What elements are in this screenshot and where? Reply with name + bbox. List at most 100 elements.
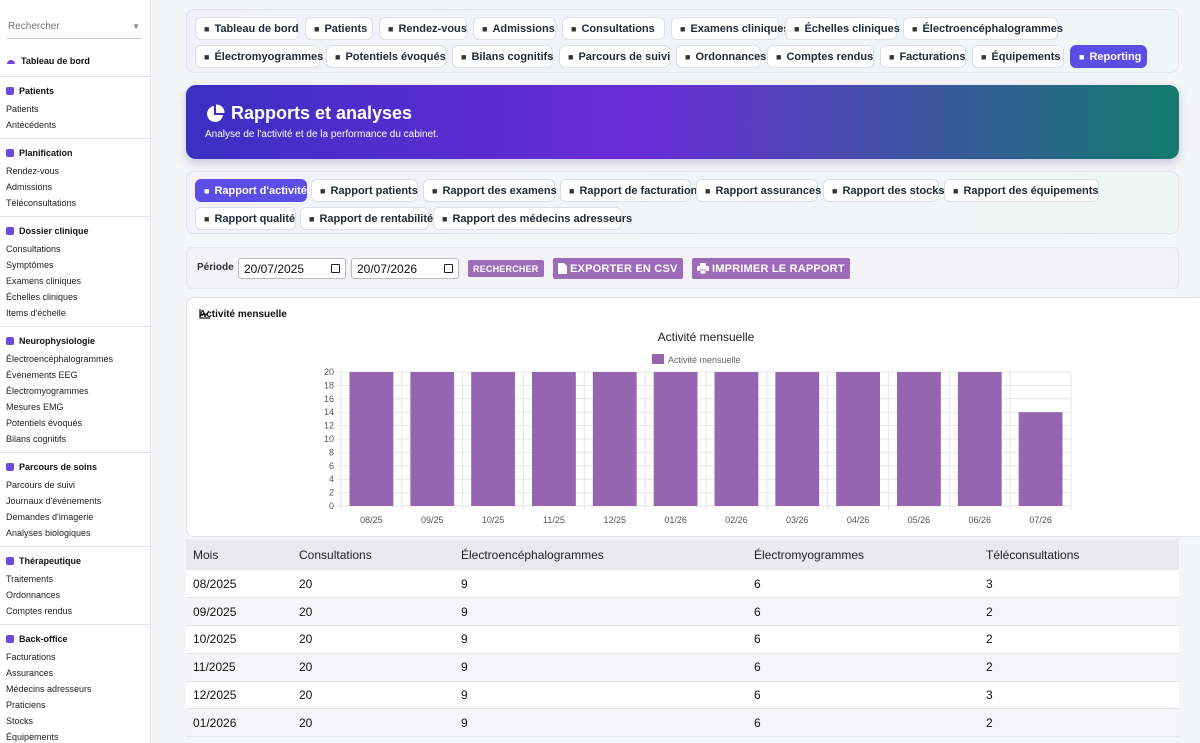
- sidebar-item[interactable]: Items d'échelle: [6, 308, 66, 318]
- sidebar-item[interactable]: Journaux d'événements: [6, 496, 102, 506]
- report-tab[interactable]: ■ Rapport patients: [311, 179, 418, 202]
- sidebar-item[interactable]: Symptômes: [6, 260, 54, 270]
- sidebar-item[interactable]: Électromyogrammes: [6, 386, 89, 396]
- calendar-icon[interactable]: [331, 264, 340, 273]
- sidebar-item[interactable]: Traitements: [6, 574, 54, 584]
- date-to-input[interactable]: 20/07/2026: [351, 258, 459, 279]
- search-input[interactable]: [8, 21, 118, 32]
- report-tab[interactable]: ■ Rapport des équipements: [944, 179, 1099, 202]
- sidebar-item[interactable]: Stocks: [6, 716, 34, 726]
- sidebar-item-label: Tableau de bord: [21, 56, 90, 66]
- x-tick-label: 01/26: [664, 515, 687, 525]
- nav-tab[interactable]: ■ Électroencéphalogrammes: [903, 17, 1063, 40]
- nav-tab[interactable]: ■ Examens cliniques: [671, 17, 789, 40]
- search-button[interactable]: RECHERCHER: [468, 260, 544, 277]
- nav-tab[interactable]: ■ Consultations: [562, 17, 665, 40]
- report-tab[interactable]: ■ Rapport des médecins adresseurs: [433, 207, 632, 230]
- nav-tab[interactable]: ■ Électromyogrammes: [195, 45, 323, 68]
- report-tab[interactable]: ■ Rapport des examens: [423, 179, 557, 202]
- bar: [471, 372, 515, 506]
- sidebar-item[interactable]: Échelles cliniques: [6, 292, 78, 302]
- sidebar-item[interactable]: Parcours de suivi: [6, 480, 76, 490]
- nav-tab[interactable]: ■ Échelles cliniques: [785, 17, 900, 40]
- table-cell: 12/2025: [186, 681, 292, 710]
- nav-tab[interactable]: ■ Patients: [305, 17, 373, 40]
- pulse-icon: [6, 337, 14, 345]
- nav-tab[interactable]: ■ Tableau de bord: [195, 17, 299, 40]
- sidebar-item[interactable]: Rendez-vous: [6, 166, 60, 176]
- period-filter: Période 20/07/2025 20/07/2026 RECHERCHER…: [186, 247, 1179, 289]
- sidebar-item[interactable]: Demandes d'imagerie: [6, 512, 94, 522]
- y-tick-label: 10: [324, 434, 334, 444]
- monthly-activity-card: Activité mensuelle Activité mensuelle Act…: [186, 297, 1200, 537]
- calendar-icon[interactable]: [444, 264, 453, 273]
- report-tab[interactable]: ■ Rapport de rentabilité: [300, 207, 433, 230]
- report-tab[interactable]: ■ Rapport d'activité: [195, 179, 307, 202]
- coins-icon: ■: [309, 213, 315, 224]
- nav-tab[interactable]: ■ Parcours de suivi: [559, 45, 670, 68]
- nav-tab-label: Électroencéphalogrammes: [922, 22, 1064, 35]
- sidebar-item[interactable]: Analyses biologiques: [6, 528, 91, 538]
- table-cell: 09/2025: [186, 597, 292, 627]
- report-tab[interactable]: ■ Rapport de facturation: [560, 179, 697, 202]
- table-cell: 6: [747, 681, 979, 710]
- table-cell: 3: [979, 570, 1179, 599]
- date-from-input[interactable]: 20/07/2025: [238, 258, 346, 279]
- report-tab-label: Rapport qualité: [214, 212, 296, 225]
- nav-tab[interactable]: ■ Équipements: [972, 45, 1064, 68]
- table-cell: 9: [454, 653, 747, 682]
- gauge-icon: ■: [204, 23, 210, 34]
- sidebar-item[interactable]: Comptes rendus: [6, 606, 73, 616]
- top-navigation: ■ Tableau de bord ■ Patients ■ Rendez-vous ■ Ad…: [186, 9, 1179, 73]
- table-cell: 20: [292, 708, 454, 738]
- report-tab[interactable]: ■ Rapport des stocks: [823, 179, 945, 202]
- nav-tab[interactable]: ■ Ordonnances: [676, 45, 766, 68]
- nav-tab[interactable]: ■ Reporting: [1070, 45, 1147, 68]
- sidebar-item-dashboard[interactable]: Tableau de bord: [0, 53, 150, 69]
- nav-tab[interactable]: ■ Rendez-vous: [379, 17, 467, 40]
- nav-tab[interactable]: ■ Comptes rendus: [767, 45, 874, 68]
- sidebar-item[interactable]: Téléconsultations: [6, 198, 77, 208]
- sidebar-item[interactable]: Admissions: [6, 182, 53, 192]
- report-tab[interactable]: ■ Rapport qualité: [195, 207, 296, 230]
- sidebar-item[interactable]: Médecins adresseurs: [6, 684, 92, 694]
- y-tick-label: 4: [329, 474, 334, 484]
- sidebar-item[interactable]: Antécédents: [6, 120, 57, 130]
- sidebar-item[interactable]: Équipements: [6, 732, 59, 742]
- sidebar-item[interactable]: Consultations: [6, 244, 61, 254]
- print-report-button[interactable]: IMPRIMER LE RAPPORT: [692, 258, 850, 279]
- nav-tab[interactable]: ■ Potentiels évoqués: [326, 45, 446, 68]
- sidebar-item[interactable]: Assurances: [6, 668, 54, 678]
- table-cell: 20: [292, 681, 454, 710]
- nav-tab[interactable]: ■ Admissions: [473, 17, 556, 40]
- sidebar-item[interactable]: Examens cliniques: [6, 276, 82, 286]
- sidebar-item[interactable]: Patients: [6, 104, 39, 114]
- sidebar-item[interactable]: Électroencéphalogrammes: [6, 354, 114, 364]
- y-tick-label: 18: [324, 380, 334, 390]
- sidebar-search[interactable]: ▼: [6, 15, 142, 39]
- chevron-down-icon[interactable]: ▼: [132, 22, 140, 31]
- heart-pulse-icon: ■: [204, 51, 210, 62]
- sidebar-item[interactable]: Praticiens: [6, 700, 46, 710]
- x-tick-label: 05/26: [908, 515, 931, 525]
- sidebar-item[interactable]: Bilans cognitifs: [6, 434, 67, 444]
- sidebar-group-dashboard: Tableau de bord: [0, 47, 150, 77]
- table-cell: 6: [747, 597, 979, 627]
- nav-tab[interactable]: ■ Facturations: [880, 45, 966, 68]
- pills-icon: [6, 557, 14, 565]
- card-title-text: Activité mensuelle: [199, 309, 287, 320]
- bar: [836, 372, 880, 506]
- sidebar-item[interactable]: Événements EEG: [6, 370, 78, 380]
- sidebar-item[interactable]: Mesures EMG: [6, 402, 64, 412]
- sidebar-item[interactable]: Facturations: [6, 652, 56, 662]
- report-tab[interactable]: ■ Rapport assurances: [696, 179, 821, 202]
- table-row: 09/2025 20 9 6 2: [186, 597, 1179, 627]
- export-csv-button[interactable]: EXPORTER EN CSV: [553, 258, 683, 279]
- nav-tab-label: Parcours de suivi: [578, 50, 671, 63]
- table-cell: 01/2026: [186, 708, 292, 738]
- sidebar-item[interactable]: Potentiels évoqués: [6, 418, 83, 428]
- x-tick-label: 09/25: [421, 515, 444, 525]
- table-cell: 2: [979, 653, 1179, 682]
- nav-tab[interactable]: ■ Bilans cognitifs: [452, 45, 553, 68]
- sidebar-item[interactable]: Ordonnances: [6, 590, 61, 600]
